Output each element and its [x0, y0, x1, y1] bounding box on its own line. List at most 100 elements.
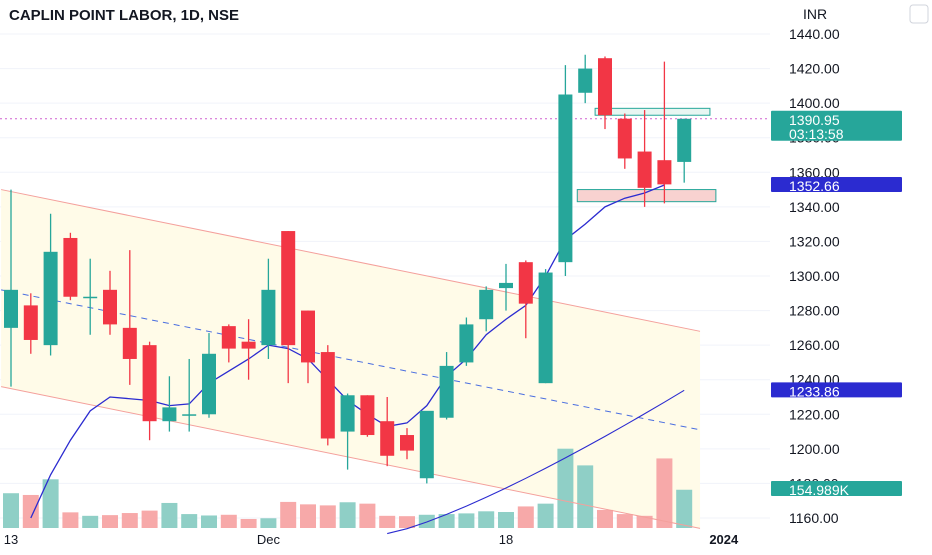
y-tick-label: 1400.00: [789, 95, 840, 111]
candle-body: [459, 324, 474, 363]
volume-bar: [220, 514, 237, 528]
candle-body: [400, 435, 414, 451]
y-tick-label: 1200.00: [789, 441, 840, 457]
y-tick-label: 1280.00: [789, 303, 840, 319]
candle-body: [202, 353, 216, 415]
candle-body: [499, 282, 513, 289]
volume-bar: [379, 515, 396, 528]
candle-body: [83, 296, 98, 299]
volume-bar: [438, 514, 455, 528]
candle-body: [558, 94, 573, 263]
volume-bar: [42, 479, 59, 528]
volume-bar: [517, 506, 534, 528]
ma-value-label-box: [771, 176, 902, 192]
candle-body: [320, 352, 335, 439]
candle-body: [617, 118, 632, 159]
candle-body: [241, 341, 256, 349]
price-zone: [594, 107, 711, 116]
y-tick-label: 1300.00: [789, 268, 840, 284]
last-price-label-box: [771, 110, 902, 141]
volume-bar: [597, 509, 613, 528]
volume-bar: [260, 518, 277, 528]
candle-body: [261, 289, 276, 346]
channel-midline: [1, 289, 701, 431]
volume-bar: [240, 518, 257, 528]
candle-body: [578, 68, 593, 93]
candle-body: [380, 421, 395, 456]
candle-body: [657, 160, 672, 185]
candle-body: [103, 289, 117, 325]
volume-bar: [478, 511, 495, 528]
candle-body: [598, 58, 612, 116]
y-tick-label: 1360.00: [789, 164, 840, 180]
channel-upper-line: [1, 189, 701, 332]
y-tick-label: 1340.00: [789, 199, 840, 215]
candle-body: [221, 326, 236, 349]
candle-body: [63, 237, 78, 297]
second-ma-value-label-box: [771, 382, 902, 398]
volume-bar: [141, 510, 158, 528]
volume-layer: [3, 448, 693, 528]
candle-body: [637, 151, 652, 188]
x-tick-label: 18: [499, 532, 513, 547]
volume-bar: [319, 505, 336, 528]
volume-bar: [161, 502, 178, 528]
candle-body: [142, 345, 157, 422]
channel-lower-line: [1, 386, 701, 529]
volume-bar: [181, 514, 198, 528]
candle-body: [419, 410, 434, 479]
candle-body: [122, 327, 137, 359]
candle-body: [439, 365, 454, 418]
candle-body: [518, 262, 533, 304]
y-tick-label: 1420.00: [789, 61, 840, 77]
volume-bar: [577, 465, 594, 528]
volume-bar: [537, 503, 554, 528]
y-tick-label: 1160.00: [789, 510, 839, 526]
currency-box[interactable]: [909, 4, 929, 24]
candle-body: [281, 231, 296, 346]
x-tick-label: Dec: [257, 532, 281, 547]
volume-bar: [458, 513, 475, 528]
y-tick-label: 1220.00: [789, 406, 840, 422]
volume-bar: [300, 504, 316, 528]
volume-bar: [82, 515, 99, 528]
volume-bar: [3, 493, 19, 528]
y-tick-label: 1320.00: [789, 233, 840, 249]
volume-bar: [498, 512, 514, 528]
candle-body: [162, 407, 177, 422]
volume-value-label-box: [771, 481, 902, 496]
candle-body: [538, 272, 553, 384]
candle-body: [4, 289, 18, 328]
candle-body: [182, 414, 197, 416]
long-moving-average-line: [387, 389, 685, 535]
y-tick-label: 1260.00: [789, 337, 840, 353]
channel-fill: [1, 189, 701, 529]
volume-bar: [280, 501, 297, 528]
candle-body: [43, 251, 58, 346]
x-tick-label: 13: [4, 532, 18, 547]
candle-body: [677, 118, 692, 162]
volume-bar: [656, 458, 673, 528]
x-tick-label: 2024: [709, 532, 739, 547]
candle-body: [301, 310, 315, 363]
candle-body: [340, 395, 355, 432]
volume-bar: [22, 494, 39, 528]
last-price-label: 1390.95: [789, 112, 840, 128]
volume-bar: [339, 502, 356, 528]
candle-body: [23, 305, 38, 340]
currency-label: INR: [803, 6, 827, 22]
volume-bar: [616, 514, 633, 528]
volume-bar: [62, 512, 79, 528]
ma-value-label: 1352.66: [789, 178, 840, 194]
last-price-label: 03:13:58: [789, 126, 844, 142]
price-zone: [576, 189, 717, 203]
y-tick-label: 1440.00: [789, 26, 840, 42]
candle-body: [479, 289, 494, 320]
volume-bar: [636, 515, 653, 528]
volume-bar: [201, 515, 217, 528]
second-ma-value-label: 1233.86: [789, 383, 840, 399]
volume-bar: [399, 516, 415, 528]
